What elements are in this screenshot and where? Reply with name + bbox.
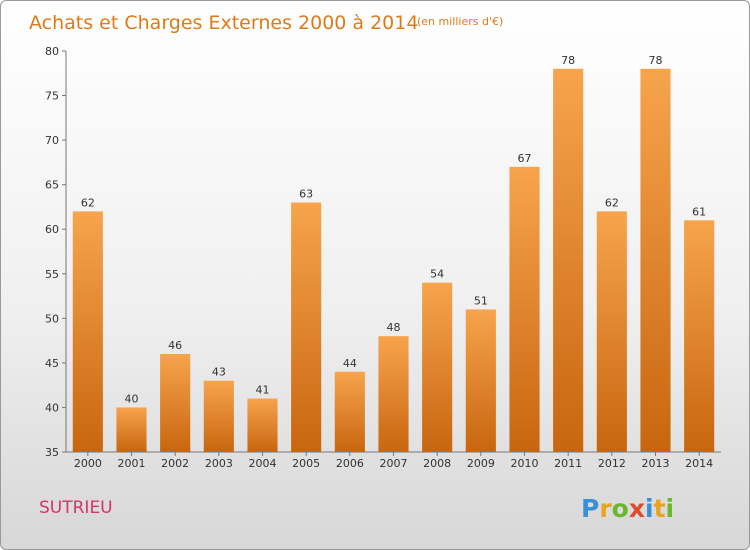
axes: 35 40 45 50 55 60 65 70 75 80 2000 2001 2002 2003 2004… bbox=[45, 45, 721, 470]
bar-value-label: 62 bbox=[81, 196, 95, 209]
bar bbox=[640, 68, 671, 453]
bar-value-label: 41 bbox=[256, 384, 270, 397]
y-tick-label: 55 bbox=[45, 268, 59, 281]
bar-value-label: 78 bbox=[561, 54, 575, 67]
place-name: SUTRIEU bbox=[39, 498, 113, 518]
y-tick-label: 70 bbox=[45, 134, 59, 147]
bar bbox=[422, 282, 453, 452]
x-tick-label: 2013 bbox=[642, 457, 670, 470]
bar bbox=[596, 211, 627, 452]
y-tick-label: 60 bbox=[45, 223, 59, 236]
y-tick-label: 50 bbox=[45, 312, 59, 325]
x-tick-label: 2006 bbox=[336, 457, 364, 470]
bar-value-label: 54 bbox=[430, 268, 444, 281]
x-tick-label: 2010 bbox=[511, 457, 539, 470]
x-tick-label: 2000 bbox=[74, 457, 102, 470]
bars: 62 40 46 43 41 63 44 48 54 51 67 78 62 78 61 bbox=[72, 54, 715, 453]
y-tick-label: 35 bbox=[45, 446, 59, 459]
x-tick-label: 2002 bbox=[161, 457, 189, 470]
x-tick-label: 2004 bbox=[249, 457, 277, 470]
y-tick-label: 45 bbox=[45, 357, 59, 370]
bar-value-label: 40 bbox=[125, 392, 139, 405]
bar bbox=[72, 211, 103, 452]
bar bbox=[160, 353, 191, 452]
bar bbox=[378, 336, 409, 452]
y-tick-label: 80 bbox=[45, 45, 59, 58]
bar-value-label: 63 bbox=[299, 187, 313, 200]
bar bbox=[203, 380, 234, 452]
bar-value-label: 44 bbox=[343, 357, 357, 370]
bar bbox=[684, 220, 715, 452]
x-tick-label: 2011 bbox=[554, 457, 582, 470]
bar-value-label: 46 bbox=[168, 339, 182, 352]
bar-value-label: 61 bbox=[692, 205, 706, 218]
logo-letter: i bbox=[666, 494, 675, 523]
bar bbox=[465, 309, 496, 452]
proxiti-logo: Proxiti bbox=[581, 494, 674, 523]
logo-letter: x bbox=[629, 494, 645, 523]
logo-letter: r bbox=[599, 494, 612, 523]
logo-letter: i bbox=[645, 494, 654, 523]
bar-value-label: 67 bbox=[518, 152, 532, 165]
y-tick-label: 65 bbox=[45, 179, 59, 192]
logo-letter: P bbox=[581, 494, 599, 523]
bar bbox=[334, 371, 365, 452]
x-tick-label: 2008 bbox=[423, 457, 451, 470]
bar bbox=[291, 202, 322, 452]
bar bbox=[553, 68, 584, 453]
logo-letter: t bbox=[654, 494, 666, 523]
bar bbox=[509, 166, 540, 452]
bar-value-label: 62 bbox=[605, 196, 619, 209]
y-tick-label: 40 bbox=[45, 401, 59, 414]
bar bbox=[247, 398, 278, 452]
y-tick-label: 75 bbox=[45, 90, 59, 103]
bar bbox=[116, 407, 147, 452]
x-tick-label: 2014 bbox=[685, 457, 713, 470]
x-tick-label: 2007 bbox=[380, 457, 408, 470]
x-tick-label: 2001 bbox=[118, 457, 146, 470]
chart-unit: (en milliers d'€) bbox=[417, 15, 503, 28]
bar-value-label: 78 bbox=[649, 54, 663, 67]
bar-value-label: 48 bbox=[387, 321, 401, 334]
x-tick-label: 2005 bbox=[292, 457, 320, 470]
bar-value-label: 43 bbox=[212, 366, 226, 379]
x-tick-label: 2003 bbox=[205, 457, 233, 470]
x-tick-label: 2012 bbox=[598, 457, 626, 470]
bar-value-label: 51 bbox=[474, 294, 488, 307]
logo-letter: o bbox=[612, 494, 629, 523]
chart-title: Achats et Charges Externes 2000 à 2014 bbox=[29, 12, 418, 34]
x-tick-label: 2009 bbox=[467, 457, 495, 470]
